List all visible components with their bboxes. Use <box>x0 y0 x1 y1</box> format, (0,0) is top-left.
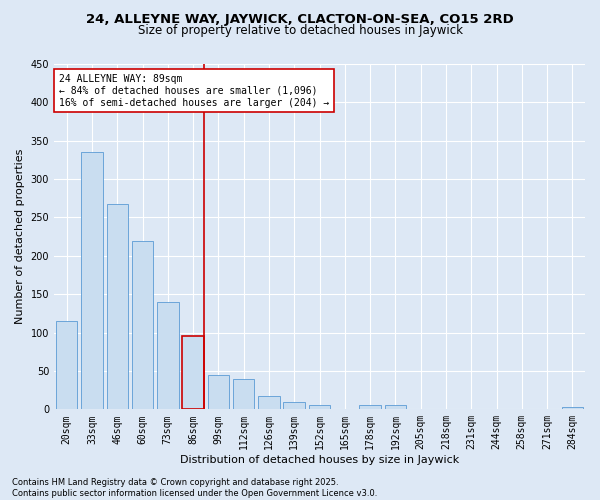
Text: 24, ALLEYNE WAY, JAYWICK, CLACTON-ON-SEA, CO15 2RD: 24, ALLEYNE WAY, JAYWICK, CLACTON-ON-SEA… <box>86 12 514 26</box>
Bar <box>385 404 406 409</box>
Bar <box>258 396 280 409</box>
Bar <box>157 302 179 410</box>
Bar <box>182 336 204 409</box>
Y-axis label: Number of detached properties: Number of detached properties <box>15 149 25 324</box>
X-axis label: Distribution of detached houses by size in Jaywick: Distribution of detached houses by size … <box>180 455 459 465</box>
Bar <box>309 404 330 409</box>
Bar <box>132 240 153 410</box>
Bar <box>56 321 77 410</box>
Text: Size of property relative to detached houses in Jaywick: Size of property relative to detached ho… <box>137 24 463 37</box>
Bar <box>81 152 103 410</box>
Text: 24 ALLEYNE WAY: 89sqm
← 84% of detached houses are smaller (1,096)
16% of semi-d: 24 ALLEYNE WAY: 89sqm ← 84% of detached … <box>59 74 329 108</box>
Bar <box>107 204 128 410</box>
Bar <box>562 407 583 410</box>
Bar <box>359 406 381 409</box>
Bar <box>208 375 229 410</box>
Bar <box>233 378 254 410</box>
Bar <box>283 402 305 409</box>
Text: Contains HM Land Registry data © Crown copyright and database right 2025.
Contai: Contains HM Land Registry data © Crown c… <box>12 478 377 498</box>
